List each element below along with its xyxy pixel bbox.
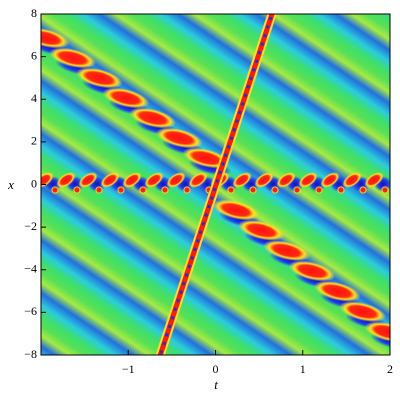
field-peak bbox=[337, 186, 345, 194]
field-peak bbox=[359, 186, 367, 194]
field-peak bbox=[342, 172, 362, 188]
x-tick-label: 2 bbox=[387, 362, 393, 376]
y-tick-label: 8 bbox=[31, 6, 37, 20]
field-peak bbox=[263, 240, 311, 262]
y-tick-label: 6 bbox=[31, 48, 37, 62]
field-peak bbox=[166, 172, 186, 188]
field-peak bbox=[381, 186, 389, 194]
field-peak bbox=[129, 107, 177, 129]
field-peak bbox=[41, 27, 70, 49]
y-tick-label: −6 bbox=[24, 304, 37, 318]
y-tick-label: 0 bbox=[31, 176, 37, 190]
field-peak bbox=[276, 172, 296, 188]
y-axis-label: x bbox=[7, 177, 14, 192]
field-peak bbox=[188, 172, 208, 188]
y-tick-label: −2 bbox=[24, 219, 37, 233]
field-peak bbox=[100, 172, 120, 188]
y-tick-label: −4 bbox=[24, 262, 37, 276]
field-peak bbox=[288, 260, 336, 282]
field-peak bbox=[51, 186, 59, 194]
field-peak bbox=[232, 172, 252, 188]
x-tick-label: 1 bbox=[300, 362, 306, 376]
field-peak bbox=[212, 199, 260, 221]
field-peak bbox=[313, 280, 361, 302]
field-peak bbox=[183, 186, 191, 194]
field-peak bbox=[227, 186, 235, 194]
field-peak bbox=[182, 147, 230, 169]
field-peak bbox=[293, 186, 301, 194]
field-peak bbox=[73, 186, 81, 194]
field-peak bbox=[315, 186, 323, 194]
field-peak bbox=[78, 172, 98, 188]
field-peak bbox=[155, 127, 203, 149]
field-peak bbox=[161, 186, 169, 194]
x-axis-label: t bbox=[214, 377, 218, 392]
field-peak bbox=[339, 301, 387, 323]
x-tick-label: 0 bbox=[213, 362, 219, 376]
y-tick-label: 4 bbox=[31, 91, 37, 105]
field-peak bbox=[144, 172, 164, 188]
field-peak bbox=[249, 186, 257, 194]
field-peak bbox=[254, 172, 274, 188]
field-peak bbox=[102, 87, 150, 109]
field-peak bbox=[75, 67, 123, 89]
field-peak bbox=[139, 186, 147, 194]
field-peak bbox=[364, 172, 384, 188]
field-peak bbox=[237, 219, 285, 241]
field-peak bbox=[49, 47, 97, 69]
y-tick-label: −8 bbox=[24, 347, 37, 361]
field-peak bbox=[117, 186, 125, 194]
field-peak bbox=[41, 172, 54, 188]
field-line bbox=[157, 14, 275, 355]
field-peak bbox=[56, 172, 76, 188]
x-tick-label: −1 bbox=[122, 362, 135, 376]
density-field bbox=[41, 14, 390, 355]
field-peak bbox=[298, 172, 318, 188]
field-peak bbox=[364, 321, 390, 343]
field-peak bbox=[271, 186, 279, 194]
field-peak bbox=[320, 172, 340, 188]
field-peak bbox=[122, 172, 142, 188]
y-tick-label: 2 bbox=[31, 134, 37, 148]
field-peak bbox=[95, 186, 103, 194]
